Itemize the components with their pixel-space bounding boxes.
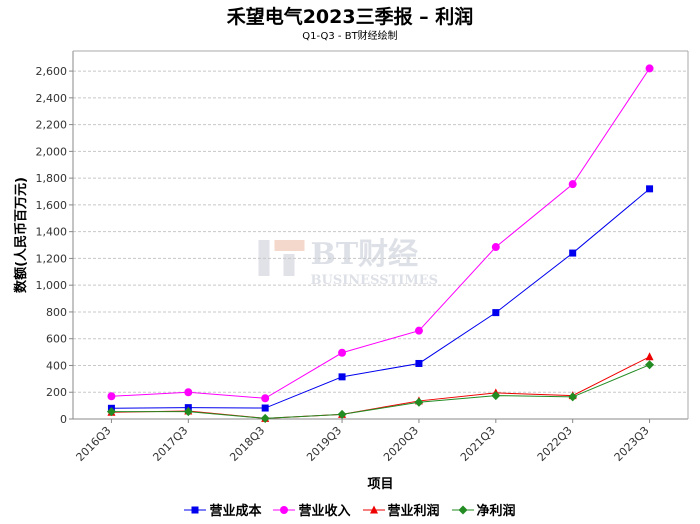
y-tick-label: 2,000 xyxy=(36,145,68,158)
y-axis-title: 数额(人民币百万元) xyxy=(13,177,29,293)
legend-item: 营业成本 xyxy=(184,500,261,519)
y-tick-label: 0 xyxy=(60,413,67,426)
series-line-4 xyxy=(111,364,650,419)
y-tick-label: 1,400 xyxy=(36,226,68,239)
x-tick-label: 2023Q3 xyxy=(612,424,652,464)
data-point xyxy=(645,64,654,73)
data-point xyxy=(184,388,193,397)
legend-label: 营业成本 xyxy=(209,504,262,519)
data-point xyxy=(492,309,500,317)
data-point xyxy=(107,392,116,401)
chart-subtitle: Q1-Q3 - BT财经绘制 xyxy=(302,31,398,42)
series-line-3 xyxy=(111,356,650,419)
watermark-subtext: BUSINESSTIMES xyxy=(311,273,439,288)
y-tick-label: 2,400 xyxy=(36,92,68,105)
watermark-logo-top xyxy=(274,240,305,251)
data-point xyxy=(645,352,654,361)
x-tick-label: 2016Q3 xyxy=(73,424,113,464)
data-point xyxy=(491,391,501,401)
chart-title: 禾望电气2023三季报 – 利润 xyxy=(226,6,474,28)
legend-swatch xyxy=(451,505,474,514)
series-line-2 xyxy=(111,68,650,399)
x-axis-title: 项目 xyxy=(367,477,393,492)
y-tick-label: 2,600 xyxy=(36,65,68,78)
y-tick-label: 1,000 xyxy=(36,279,68,292)
x-tick-label: 2018Q3 xyxy=(227,424,267,464)
legend-swatch xyxy=(273,505,296,514)
y-tick-label: 800 xyxy=(46,306,67,319)
watermark-logo-stem xyxy=(283,254,295,276)
y-tick-label: 1,800 xyxy=(36,172,68,185)
data-point xyxy=(569,249,577,257)
legend-label: 净利润 xyxy=(476,504,516,519)
data-point xyxy=(568,392,578,402)
legend-label: 营业收入 xyxy=(298,504,351,519)
y-tick-label: 200 xyxy=(46,386,67,399)
legend-item: 净利润 xyxy=(451,500,516,519)
data-point xyxy=(338,348,347,357)
legend-swatch xyxy=(184,506,207,513)
legend-label: 营业利润 xyxy=(387,504,440,519)
data-point xyxy=(415,359,423,367)
legend-item: 营业利润 xyxy=(362,500,440,519)
legend-swatch xyxy=(362,505,385,513)
series-line-1 xyxy=(111,188,650,409)
legend-item: 营业收入 xyxy=(273,500,351,519)
x-tick-label: 2019Q3 xyxy=(304,424,344,464)
data-point xyxy=(261,394,270,403)
data-point xyxy=(414,326,423,335)
data-point xyxy=(414,397,424,407)
y-tick-label: 2,200 xyxy=(36,119,68,132)
data-point xyxy=(260,413,270,423)
data-point xyxy=(338,373,346,381)
data-point xyxy=(337,409,347,419)
data-point xyxy=(568,180,577,189)
data-point xyxy=(261,404,269,412)
watermark-text: BT财经 xyxy=(311,237,419,272)
data-point xyxy=(183,407,193,417)
chart-legend: 营业成本 营业收入 营业利润 净利润 xyxy=(0,500,700,519)
x-tick-label: 2022Q3 xyxy=(535,424,575,464)
data-point xyxy=(491,243,500,252)
y-tick-label: 600 xyxy=(46,333,67,346)
y-tick-label: 400 xyxy=(46,359,67,372)
x-tick-label: 2017Q3 xyxy=(150,424,190,464)
plot-area xyxy=(73,51,688,419)
y-tick-label: 1,600 xyxy=(36,199,68,212)
x-tick-label: 2021Q3 xyxy=(458,424,498,464)
data-point xyxy=(106,407,116,417)
data-point xyxy=(645,360,655,370)
x-tick-label: 2020Q3 xyxy=(381,424,421,464)
y-tick-label: 1,200 xyxy=(36,252,68,265)
data-point xyxy=(646,185,654,193)
